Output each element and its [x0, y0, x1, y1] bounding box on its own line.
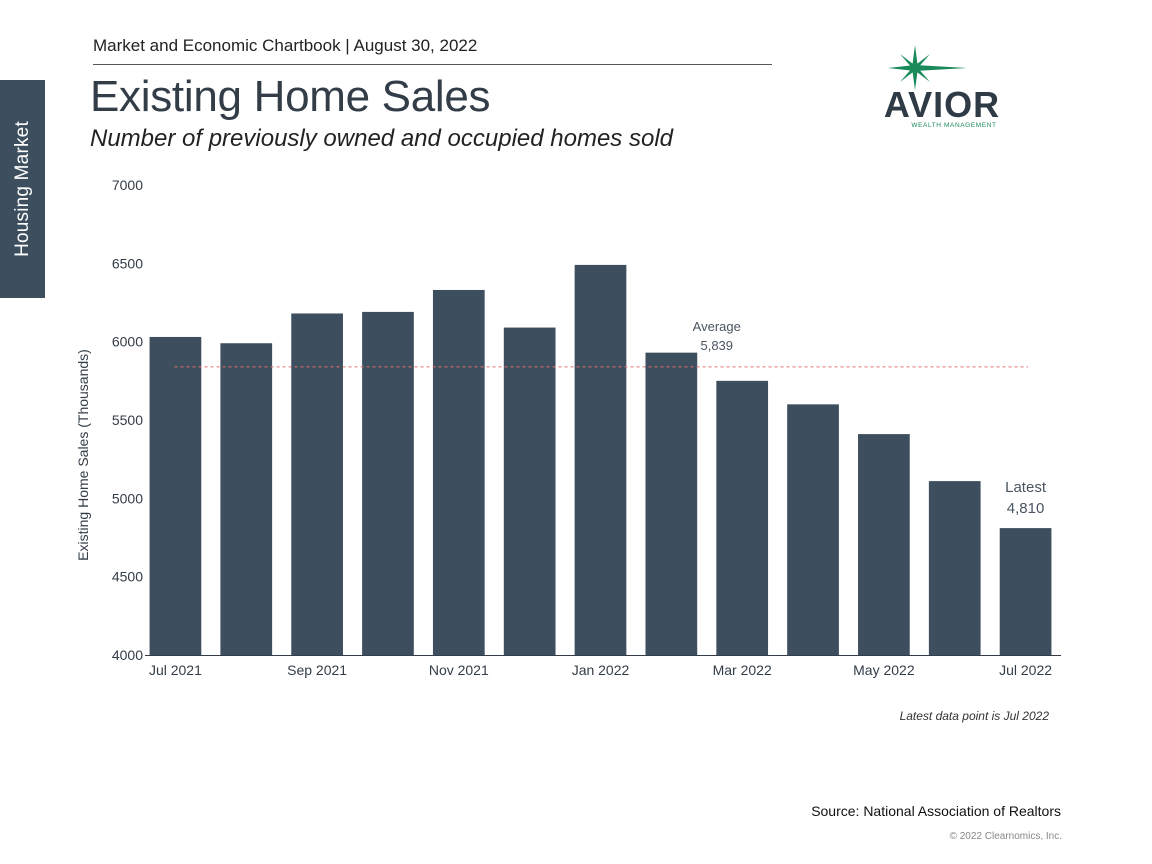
bar-mar-2022: [716, 380, 769, 655]
average-label: Average: [693, 319, 741, 334]
latest-label: Latest: [1005, 479, 1047, 496]
x-tick-label: May 2022: [853, 662, 915, 678]
y-tick-label: 4500: [112, 569, 143, 585]
bar-sep-2021: [291, 313, 343, 655]
bar-may-2022: [858, 434, 910, 655]
bar-jan-2022: [574, 264, 627, 655]
page-subtitle: Number of previously owned and occupied …: [90, 125, 673, 152]
bar-jun-2022: [928, 481, 981, 655]
x-tick-label: Jan 2022: [572, 662, 630, 678]
star-icon: [888, 45, 967, 90]
y-tick-label: 4000: [112, 647, 143, 663]
source-note: Source: National Association of Realtors: [811, 803, 1061, 819]
x-tick-label: Jul 2021: [149, 662, 202, 678]
average-value: 5,839: [700, 338, 733, 353]
bar-apr-2022: [787, 404, 839, 655]
y-tick-label: 7000: [112, 177, 143, 193]
bar-feb-2022: [645, 352, 698, 655]
chartbook-header: Market and Economic Chartbook | August 3…: [93, 36, 478, 55]
copyright: © 2022 Clearnomics, Inc.: [949, 831, 1062, 842]
y-axis-label: Existing Home Sales (Thousands): [75, 349, 91, 561]
y-tick-label: 5000: [112, 490, 143, 506]
x-tick-label: Nov 2021: [429, 662, 489, 678]
logo-tagline: WEALTH MANAGEMENT: [911, 122, 996, 129]
bar-dec-2021: [503, 327, 556, 655]
bar-jul-2021: [149, 336, 202, 655]
latest-value: 4,810: [1007, 500, 1045, 517]
page-title: Existing Home Sales: [90, 72, 491, 121]
y-tick-label: 6500: [112, 255, 143, 271]
latest-note: Latest data point is Jul 2022: [900, 709, 1050, 723]
x-tick-label: Mar 2022: [713, 662, 772, 678]
y-tick-label: 5500: [112, 412, 143, 428]
bar-aug-2021: [220, 343, 273, 655]
bar-jul-2022: [999, 528, 1052, 655]
bar-nov-2021: [432, 289, 485, 655]
side-tab: Housing Market: [0, 80, 45, 298]
y-tick-label: 6000: [112, 334, 143, 350]
header-divider: [93, 64, 772, 65]
x-tick-label: Jul 2022: [999, 662, 1052, 678]
logo-wordmark: AVIOR: [884, 84, 1000, 125]
avior-logo: AVIOR WEALTH MANAGEMENT: [884, 45, 1000, 129]
bar-oct-2021: [362, 311, 414, 655]
x-tick-label: Sep 2021: [287, 662, 347, 678]
